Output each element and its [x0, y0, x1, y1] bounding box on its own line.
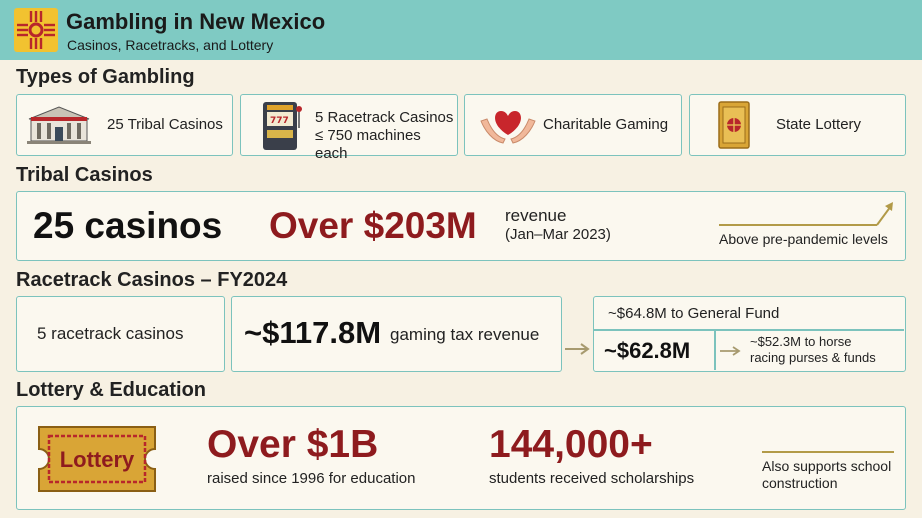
ticket-text: Lottery: [59, 447, 135, 472]
arrow-right-small-icon: [720, 346, 741, 356]
lottery-raised-label: raised since 1996 for education: [207, 470, 416, 487]
type-card-racetrack: 777 5 Racetrack Casinos ≤ 750 machines e…: [240, 94, 458, 162]
type-label-charitable: Charitable Gaming: [543, 116, 669, 133]
racetrack-tax-amount: ~$117.8M: [244, 315, 382, 350]
arrow-right-icon: [565, 343, 590, 355]
split-divider: [594, 329, 904, 331]
racetrack-heading: Racetrack Casinos – FY2024: [16, 269, 288, 291]
casino-building-icon: [27, 106, 91, 144]
tribal-revenue: Over $203M: [269, 205, 477, 246]
svg-text:777: 777: [270, 116, 289, 126]
slot-machine-icon: 777: [263, 102, 302, 150]
split-divider-vertical: [714, 329, 716, 370]
lottery-also-1: Also supports school: [762, 458, 892, 474]
page-title: Gambling in New Mexico: [66, 9, 326, 34]
heart-hands-icon: [480, 111, 536, 144]
tribal-period: (Jan–Mar 2023): [505, 226, 611, 243]
tribal-revenue-label: revenue: [505, 206, 567, 225]
lottery-students: 144,000+: [489, 423, 653, 466]
type-card-charitable: Charitable Gaming: [464, 94, 682, 156]
type-label-lottery: State Lottery: [776, 116, 862, 133]
types-heading: Types of Gambling: [16, 66, 195, 88]
tribal-count: 25 casinos: [33, 205, 223, 246]
type-label-racetrack-2: ≤ 750 machines each: [315, 127, 421, 162]
tribal-panel: 25 casinos Over $203M revenue (Jan–Mar 2…: [16, 191, 906, 261]
tribal-heading: Tribal Casinos: [16, 164, 153, 186]
lottery-heading: Lottery & Education: [16, 379, 207, 401]
type-card-tribal: 25 Tribal Casinos: [16, 94, 233, 156]
racetrack-tax-card: ~$117.8M gaming tax revenue: [231, 296, 562, 372]
type-label-racetrack-1: 5 Racetrack Casinos: [315, 109, 454, 126]
page-subtitle: Casinos, Racetracks, and Lottery: [67, 37, 274, 53]
lottery-students-label: students received scholarships: [489, 470, 695, 487]
zia-flag-icon: [14, 8, 58, 52]
racetrack-split-card: ~$64.8M to General Fund ~$62.8M ~$52.3M …: [593, 296, 906, 372]
racetrack-purses-2: racing purses & funds: [750, 350, 876, 365]
racetrack-general-fund: ~$64.8M to General Fund: [608, 305, 780, 322]
lottery-raised: Over $1B: [207, 423, 379, 466]
type-label-tribal: 25 Tribal Casinos: [107, 116, 223, 133]
header-banner: Gambling in New Mexico Casinos, Racetrac…: [0, 0, 922, 60]
lottery-also-2: construction: [762, 475, 838, 491]
racetrack-count-card: 5 racetrack casinos: [16, 296, 225, 372]
tribal-trend: Above pre-pandemic levels: [719, 231, 888, 247]
lottery-ticket-icon: [718, 101, 750, 149]
racetrack-purses-1: ~$52.3M to horse: [750, 334, 852, 349]
lottery-ticket-large-icon: [38, 426, 156, 492]
trend-up-arrow-icon: [719, 202, 893, 226]
racetrack-remainder: ~$62.8M: [604, 338, 691, 363]
racetrack-count: 5 racetrack casinos: [37, 324, 184, 343]
lottery-panel: Lottery Over $1B raised since 1996 for e…: [16, 406, 906, 510]
type-card-lottery: State Lottery: [689, 94, 906, 156]
gold-divider: [762, 451, 894, 453]
racetrack-tax-label: gaming tax revenue: [390, 325, 540, 344]
